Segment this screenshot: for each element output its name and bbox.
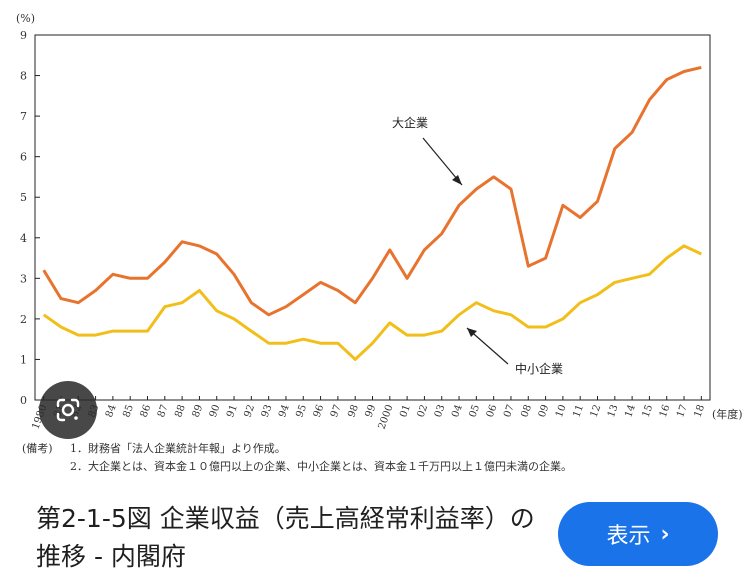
x-tick-label: 01 [398,403,413,419]
y-tick-label: 6 [20,151,27,164]
x-tick-label: 08 [519,403,534,419]
x-tick-label: 15 [641,403,656,419]
y-tick-label: 1 [20,353,27,366]
x-tick-label: 88 [173,403,188,419]
arrowhead-sme [467,328,477,337]
y-tick-label: 5 [20,191,27,204]
y-tick-label: 8 [20,70,27,83]
x-tick-label: 11 [571,403,586,419]
x-tick-label: 10 [554,403,569,419]
y-tick-label: 0 [20,394,27,407]
show-button-label: 表示 [606,524,651,549]
x-tick-label: 17 [675,403,690,419]
y-axis: 0 1 2 3 4 5 6 7 8 9 [20,29,40,407]
x-tick-label: 09 [537,403,552,419]
x-tick-label: 12 [589,403,604,419]
x-tick-label: 86 [139,403,154,419]
x-tick-label: 92 [242,403,257,419]
note-2: 2．大企業とは、資本金１０億円以上の企業、中小企業とは、資本金１千万円以上１億円… [70,460,572,473]
x-tick-label: 95 [294,403,309,419]
x-tick-label: 98 [346,403,361,419]
x-tick-label: 07 [502,403,517,419]
x-tick-label: 94 [277,403,292,419]
x-tick-label: 97 [329,403,344,419]
x-tick-label: 99 [364,403,379,419]
x-tick-label: 16 [658,403,673,419]
x-tick-label: 91 [225,403,240,419]
show-button[interactable]: 表示 › [558,502,718,566]
x-tick-label: 14 [623,403,638,419]
x-tick-label: 18 [692,403,707,419]
y-tick-label: 2 [20,313,27,326]
x-tick-label: 84 [104,403,119,419]
chart-notes: (備考) 1．財務省「法人企業統計年報」より作成。 2．大企業とは、資本金１０億円… [22,440,742,476]
x-tick-label: 93 [260,403,275,419]
note-1: 1．財務省「法人企業統計年報」より作成。 [70,442,286,455]
annotation-large-enterprise: 大企業 [392,115,428,130]
x-tick-label: 85 [121,403,136,419]
x-tick-label: 02 [416,403,431,419]
x-tick-label: 04 [450,403,465,419]
arrowhead-large [452,175,462,185]
series-line-large-enterprise [42,65,702,317]
annotations: 大企業 中小企業 [392,115,563,376]
x-tick-label: 2000 [377,403,396,431]
x-tick-label: 87 [156,403,171,419]
x-tick-label: 06 [485,403,500,419]
x-tick-label: 03 [433,403,448,419]
x-axis: 1980818283848586878889909192939495969798… [30,396,707,431]
x-unit-label: (年度) [712,407,743,421]
google-lens-icon[interactable] [39,381,97,439]
annotation-sme: 中小企業 [515,361,563,376]
x-tick-label: 90 [208,403,223,419]
x-tick-label: 13 [606,403,621,419]
y-tick-label: 9 [20,29,27,42]
y-unit-label: (%) [16,12,35,25]
x-tick-label: 89 [191,403,206,419]
y-tick-label: 4 [20,232,27,245]
series-line-sme [42,244,702,361]
chevron-right-icon: › [660,521,670,547]
x-tick-label: 96 [312,403,327,419]
y-tick-label: 7 [20,110,27,123]
x-tick-label: 05 [467,403,482,419]
notes-label: (備考) [22,442,53,455]
image-caption: 第2-1-5図 企業収益（売上高経常利益率）の推移 - 内閣府 [36,504,535,571]
series-layer [42,65,702,361]
y-tick-label: 3 [20,272,27,285]
lens-glyph [56,398,80,422]
